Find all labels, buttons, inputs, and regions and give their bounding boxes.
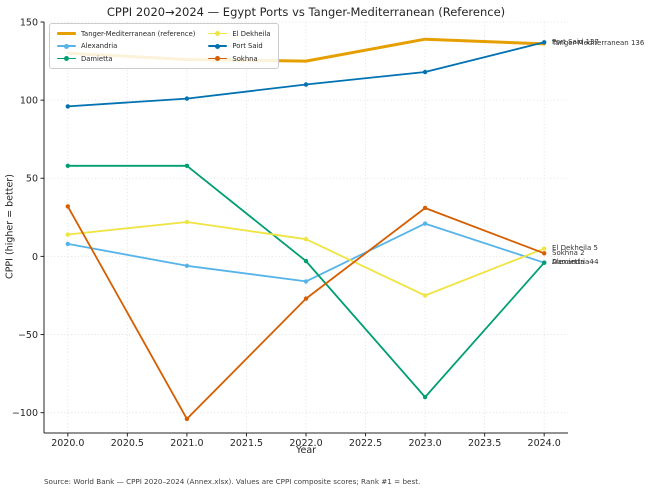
data-point-marker bbox=[541, 260, 547, 265]
data-point-marker bbox=[422, 293, 428, 298]
data-point-marker bbox=[65, 163, 71, 168]
legend-label: Tanger-Mediterranean (reference) bbox=[81, 29, 196, 38]
axes: 2020.0 2020.5 2021.0 2021.5 2022.0 2022.5 2023… bbox=[12, 17, 568, 449]
x-tick-label: 2020.5 bbox=[111, 438, 144, 449]
legend-column: Tanger-Mediterranean (reference) Alexandr… bbox=[57, 29, 195, 63]
data-point-marker bbox=[422, 205, 428, 211]
data-point-marker bbox=[303, 237, 309, 242]
data-point-marker bbox=[303, 296, 309, 301]
data-point-marker bbox=[541, 40, 547, 45]
end-label: Sokhna 2 bbox=[552, 248, 585, 257]
series-damietta bbox=[65, 163, 547, 400]
data-point-marker bbox=[303, 279, 309, 284]
x-tick-label: 2023.0 bbox=[408, 438, 441, 449]
legend-label: Sokhna bbox=[232, 54, 258, 63]
data-point-marker bbox=[184, 219, 190, 225]
series-el-dekheila bbox=[65, 219, 547, 298]
chart-title: CPPI 2020→2024 — Egypt Ports vs Tanger-M… bbox=[106, 5, 506, 19]
end-label: Tanger-Mediterranean 136 bbox=[552, 39, 645, 48]
end-label: Damietta -4 bbox=[552, 258, 594, 267]
legend-line-marker-icon bbox=[57, 29, 76, 38]
y-axis-label: CPPI (higher = better) bbox=[4, 174, 16, 279]
data-point-marker bbox=[541, 246, 547, 251]
legend-entry: Damietta bbox=[57, 54, 195, 63]
legend-line-marker-icon bbox=[208, 29, 228, 38]
data-point-marker bbox=[184, 263, 190, 268]
data-point-marker bbox=[184, 416, 190, 422]
series-port-said bbox=[65, 40, 547, 109]
series-sokhna bbox=[65, 204, 547, 422]
y-tick-label: 50 bbox=[26, 174, 38, 185]
x-axis-label: Year bbox=[295, 445, 317, 456]
x-tick-label: 2020.0 bbox=[51, 438, 84, 449]
data-point-marker bbox=[65, 232, 71, 237]
data-point-marker bbox=[303, 258, 309, 264]
legend-label: Damietta bbox=[81, 54, 113, 63]
legend-label: El Dekheila bbox=[232, 29, 271, 38]
end-label: El Dekheila 5 bbox=[552, 244, 598, 253]
y-tick-label: −100 bbox=[12, 408, 38, 419]
legend-line-marker-icon bbox=[208, 42, 228, 51]
legend-entry: El Dekheila bbox=[208, 29, 271, 38]
end-label: Alexandria -4 bbox=[552, 258, 599, 267]
y-tick-label: 0 bbox=[32, 252, 38, 263]
data-point-marker bbox=[65, 241, 71, 247]
data-point-marker bbox=[422, 394, 428, 400]
data-point-marker bbox=[422, 69, 428, 75]
x-tick-label: 2022.5 bbox=[349, 438, 382, 449]
data-point-marker bbox=[422, 221, 428, 226]
legend-column: El Dekheila Port Said Sokhna bbox=[208, 29, 271, 63]
data-point-marker bbox=[541, 251, 547, 256]
x-tick-label: 2023.5 bbox=[468, 438, 501, 449]
end-label: Port Said 137 bbox=[552, 37, 599, 46]
data-point-marker bbox=[65, 104, 71, 109]
series-line bbox=[66, 222, 546, 283]
legend-label: Port Said bbox=[232, 42, 263, 50]
x-tick-label: 2021.0 bbox=[170, 438, 203, 449]
legend-entry: Alexandria bbox=[57, 42, 195, 51]
legend-entry: Tanger-Mediterranean (reference) bbox=[57, 29, 195, 38]
legend-line-marker-icon bbox=[57, 42, 76, 51]
data-point-marker bbox=[184, 96, 190, 101]
y-tick-label: 150 bbox=[20, 17, 38, 28]
legend: Tanger-Mediterranean (reference) Alexandr… bbox=[49, 23, 279, 69]
data-point-marker bbox=[65, 204, 71, 209]
data-point-marker bbox=[303, 82, 309, 87]
y-tick-label: 100 bbox=[20, 96, 38, 107]
source-note: Source: World Bank — CPPI 2020–2024 (Ann… bbox=[44, 477, 421, 486]
legend-entry: Port Said bbox=[208, 42, 270, 51]
x-tick-label: 2021.5 bbox=[230, 438, 263, 449]
legend-label: Alexandria bbox=[81, 42, 118, 50]
y-tick-label: −50 bbox=[18, 330, 38, 341]
legend-line-marker-icon bbox=[208, 54, 228, 63]
legend-entry: Sokhna bbox=[208, 54, 270, 63]
data-point-marker bbox=[184, 163, 190, 168]
x-tick-label: 2024.0 bbox=[528, 438, 561, 449]
x-tick-label: 2022.0 bbox=[289, 438, 322, 449]
gridlines bbox=[44, 21, 568, 433]
legend-line-marker-icon bbox=[57, 54, 76, 63]
